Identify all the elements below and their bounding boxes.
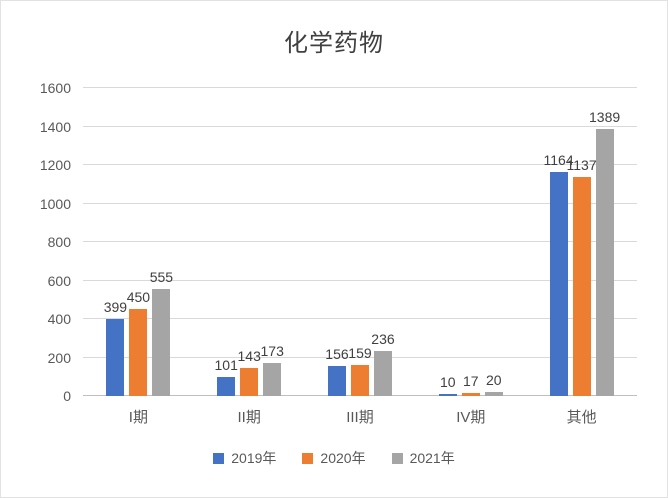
x-category-label: I期	[128, 409, 148, 426]
gridline	[83, 125, 637, 127]
chart-title: 化学药物	[284, 30, 384, 57]
bar: 101	[215, 357, 238, 396]
bar: 159	[348, 345, 372, 396]
data-label: 17	[462, 372, 479, 389]
y-tick-label: 800	[47, 234, 71, 250]
gridline	[83, 202, 637, 204]
data-label: 20	[485, 372, 502, 389]
bar: 20	[484, 372, 503, 396]
y-tick-label: 600	[47, 272, 71, 289]
data-label: 399	[103, 299, 128, 316]
legend: 2019年 2020年 2021年	[1, 448, 667, 468]
legend-swatch-icon	[302, 452, 314, 464]
gridline	[83, 279, 637, 281]
legend-label: 2019年	[231, 450, 277, 466]
bar: 555	[150, 269, 173, 396]
legend-item: 2021年	[391, 448, 455, 468]
bar: 236	[371, 331, 395, 396]
legend-label: 2021年	[409, 450, 455, 466]
gridline	[83, 164, 637, 165]
bar: 156	[325, 346, 349, 396]
plot-area: 0 200 400 600 800 1000 1200 1400 1600 399 450 555 I期…	[40, 80, 637, 426]
x-category-label: 其他	[566, 409, 597, 426]
bar: 1389	[589, 109, 620, 396]
bar: 143	[238, 348, 261, 396]
bar: 1137	[567, 157, 597, 396]
legend-label: 2020年	[320, 450, 366, 466]
x-category-label: II期	[237, 409, 261, 426]
bar: 17	[461, 373, 480, 396]
y-tick-label: 400	[47, 311, 71, 327]
y-tick-label: 1000	[39, 195, 71, 212]
legend-swatch-icon	[391, 452, 403, 464]
data-label: 555	[149, 269, 174, 286]
data-label: 1164	[543, 151, 574, 168]
y-tick-label: 200	[47, 349, 71, 366]
y-tick-label: 1400	[39, 118, 71, 135]
gridline	[83, 241, 637, 242]
data-label: 101	[214, 356, 238, 373]
data-label: 1389	[589, 108, 621, 125]
legend-item: 2019年	[213, 448, 276, 468]
bar: 450	[127, 289, 150, 396]
data-label: 159	[348, 345, 372, 362]
y-tick-label: 0	[63, 388, 71, 404]
gridline	[83, 87, 637, 88]
gridline	[83, 356, 637, 358]
data-label: 173	[260, 342, 284, 359]
bar-group: 399 450 555 I期	[104, 88, 173, 426]
legend-swatch-icon	[213, 452, 225, 464]
bar: 399	[104, 299, 127, 396]
bar-group: 10 17 20 IV期	[438, 88, 503, 426]
gridline	[83, 318, 637, 319]
data-label: 156	[325, 345, 349, 362]
x-category-label: IV期	[456, 409, 486, 426]
bar: 10	[438, 374, 457, 396]
bar: 1164	[544, 152, 574, 396]
bar-group: 1164 1137 1389 其他	[544, 88, 621, 426]
y-tick-label: 1600	[39, 80, 71, 96]
data-label: 10	[439, 374, 456, 391]
data-label: 143	[237, 348, 261, 365]
bar-groups: 399 450 555 I期 101 143 173 II期 156 159 236 III期 10 17…	[83, 88, 637, 426]
bar-group: 101 143 173 II期	[215, 88, 284, 426]
y-tick-label: 1200	[39, 157, 71, 173]
bar: 173	[261, 343, 284, 396]
x-category-label: III期	[346, 409, 374, 426]
data-label: 1137	[566, 157, 597, 174]
data-label: 450	[126, 289, 151, 306]
data-label: 236	[371, 330, 395, 347]
legend-item: 2020年	[302, 448, 366, 468]
bar-group: 156 159 236 III期	[325, 88, 395, 426]
